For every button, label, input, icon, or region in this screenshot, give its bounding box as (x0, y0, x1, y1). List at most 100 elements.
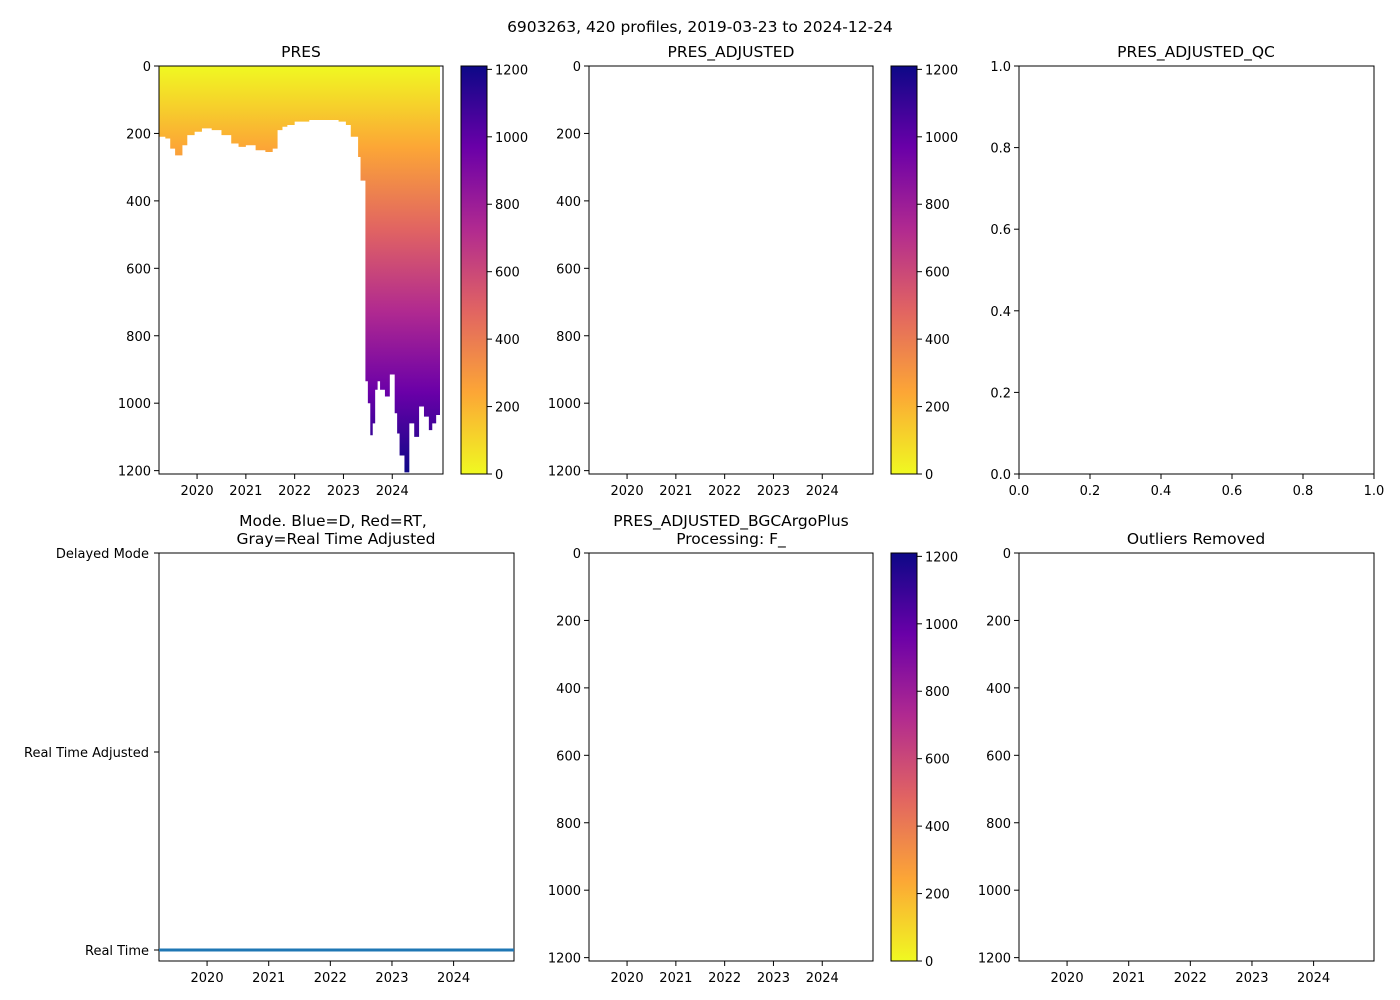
mode-y-axis: Delayed Mode Real Time Adjusted Real Time (24, 547, 159, 959)
mode-x-tick-label: 2023 (375, 971, 408, 986)
outliers-y-tick-label: 400 (986, 682, 1011, 697)
pres-colorbar-axis: 0 200 400 600 800 1000 1200 (487, 63, 528, 483)
outliers-y-axis: 0 200 400 600 800 1000 1200 (978, 547, 1019, 967)
pres-x-axis: 2020 2021 2022 2023 2024 (181, 474, 409, 499)
pres-adjusted-colorbar-tick-label: 1200 (925, 63, 958, 78)
pres-adjusted-y-tick-label: 800 (556, 330, 581, 345)
pres-colorbar-tick-label: 400 (495, 333, 520, 348)
pres-adjusted-y-tick-label: 400 (556, 195, 581, 210)
qc-y-tick-label: 1.0 (990, 60, 1011, 75)
mode-axes-frame (158, 552, 515, 962)
mode-x-axis: 2020 2021 2022 2023 2024 (191, 961, 470, 986)
pres-y-tick-label: 1200 (118, 465, 151, 480)
mode-y-tick-label: Delayed Mode (56, 547, 149, 562)
bgc-colorbar-tick-label: 1200 (925, 550, 958, 565)
outliers-y-tick-label: 800 (986, 817, 1011, 832)
outliers-x-tick-label: 2020 (1051, 971, 1084, 986)
outliers-y-tick-label: 0 (1003, 547, 1011, 562)
bgc-y-axis: 0 200 400 600 800 1000 1200 (548, 547, 589, 967)
bgc-title-line2: Processing: F_ (676, 530, 786, 549)
bgc-colorbar (890, 552, 918, 962)
pres-title: PRES (281, 43, 321, 61)
qc-x-tick-label: 1.0 (1364, 484, 1385, 499)
bgc-y-tick-label: 800 (556, 817, 581, 832)
pres-x-tick-label: 2023 (327, 484, 360, 499)
figure-title: 6903263, 420 profiles, 2019-03-23 to 202… (507, 18, 893, 36)
pres-colorbar-tick-label: 1000 (495, 131, 528, 146)
pres-colorbar-tick-label: 0 (495, 468, 503, 483)
bgc-y-tick-label: 600 (556, 749, 581, 764)
panel-pres-adjusted: PRES_ADJUSTED 0 200 400 600 800 1000 1200 2020… (548, 43, 958, 499)
qc-y-tick-label: 0.2 (990, 386, 1011, 401)
outliers-y-tick-label: 1000 (978, 884, 1011, 899)
pres-y-tick-label: 400 (126, 195, 151, 210)
pres-adjusted-qc-title: PRES_ADJUSTED_QC (1117, 43, 1275, 62)
pres-y-axis: 0 200 400 600 800 1000 1200 (118, 60, 159, 480)
pres-adjusted-colorbar-tick-label: 600 (925, 266, 950, 281)
outliers-x-tick-label: 2024 (1297, 971, 1330, 986)
pres-adjusted-colorbar-tick-label: 200 (925, 401, 950, 416)
mode-x-tick-label: 2024 (437, 971, 470, 986)
pres-adjusted-x-tick-label: 2022 (708, 484, 741, 499)
pres-colorbar-tick-label: 600 (495, 266, 520, 281)
mode-x-tick-label: 2022 (314, 971, 347, 986)
pres-colorbar (460, 65, 488, 475)
bgc-x-tick-label: 2022 (708, 971, 741, 986)
pres-adjusted-colorbar-tick-label: 800 (925, 198, 950, 213)
panel-pres-adjusted-qc: PRES_ADJUSTED_QC 0.00.20.40.60.81.0 0.0 0… (990, 43, 1384, 499)
pres-colorbar-tick-label: 200 (495, 401, 520, 416)
bgc-colorbar-tick-label: 1000 (925, 618, 958, 633)
mode-x-tick-label: 2021 (252, 971, 285, 986)
bgc-y-tick-label: 0 (573, 547, 581, 562)
outliers-title: Outliers Removed (1127, 530, 1265, 548)
pres-adjusted-colorbar-tick-label: 1000 (925, 131, 958, 146)
outliers-y-tick-label: 200 (986, 614, 1011, 629)
qc-x-axis: 0.0 0.2 0.4 0.6 0.8 1.0 (1009, 474, 1385, 499)
qc-y-tick-label: 0.0 (990, 468, 1011, 483)
pres-adjusted-x-tick-label: 2021 (659, 484, 692, 499)
bgc-x-tick-label: 2023 (757, 971, 790, 986)
pres-adjusted-x-tick-label: 2024 (806, 484, 839, 499)
bgc-axes-frame (588, 552, 874, 962)
pres-y-tick-label: 200 (126, 127, 151, 142)
bgc-y-tick-label: 1200 (548, 952, 581, 967)
pres-adjusted-colorbar (890, 65, 918, 475)
bgc-colorbar-tick-label: 200 (925, 888, 950, 903)
bgc-colorbar-tick-label: 800 (925, 685, 950, 700)
pres-x-tick-label: 2021 (229, 484, 262, 499)
pres-adjusted-x-tick-label: 2023 (757, 484, 790, 499)
pres-y-tick-label: 0 (143, 60, 151, 75)
pres-adjusted-y-axis: 0 200 400 600 800 1000 1200 (548, 60, 589, 480)
pres-colorbar-tick-label: 1200 (495, 63, 528, 78)
pres-x-tick-label: 2024 (376, 484, 409, 499)
qc-axes-frame (1018, 65, 1375, 475)
pres-adjusted-colorbar-tick-label: 0 (925, 468, 933, 483)
outliers-y-tick-label: 600 (986, 749, 1011, 764)
outliers-x-tick-label: 2022 (1174, 971, 1207, 986)
outliers-x-tick-label: 2023 (1235, 971, 1268, 986)
panel-mode: Mode. Blue=D, Red=RT, Gray=Real Time Adj… (24, 512, 515, 986)
qc-y-tick-label: 0.6 (990, 223, 1011, 238)
pres-adjusted-x-tick-label: 2020 (611, 484, 644, 499)
pres-missing-data-mask (159, 119, 443, 474)
pres-adjusted-colorbar-axis: 0 200 400 600 800 1000 1200 (917, 63, 958, 483)
mode-title-line2: Gray=Real Time Adjusted (236, 530, 435, 548)
panel-bgc: PRES_ADJUSTED_BGCArgoPlus Processing: F_… (548, 512, 958, 986)
qc-y-tick-label: 0.4 (990, 305, 1011, 320)
outliers-x-tick-label: 2021 (1112, 971, 1145, 986)
bgc-y-tick-label: 400 (556, 682, 581, 697)
bgc-x-tick-label: 2021 (659, 971, 692, 986)
bgc-title-line1: PRES_ADJUSTED_BGCArgoPlus (613, 512, 849, 531)
mode-y-tick-label: Real Time Adjusted (24, 746, 149, 761)
bgc-colorbar-axis: 0 200 400 600 800 1000 1200 (917, 550, 958, 970)
bgc-y-tick-label: 200 (556, 614, 581, 629)
bgc-colorbar-tick-label: 400 (925, 820, 950, 835)
pres-adjusted-title: PRES_ADJUSTED (668, 43, 795, 62)
mode-x-tick-label: 2020 (191, 971, 224, 986)
panel-outliers: Outliers Removed 0 200 400 600 800 1000 1200 2… (978, 530, 1375, 986)
qc-y-tick-label: 0.8 (990, 142, 1011, 157)
bgc-y-tick-label: 1000 (548, 884, 581, 899)
qc-x-tick-label: 0.8 (1293, 484, 1314, 499)
